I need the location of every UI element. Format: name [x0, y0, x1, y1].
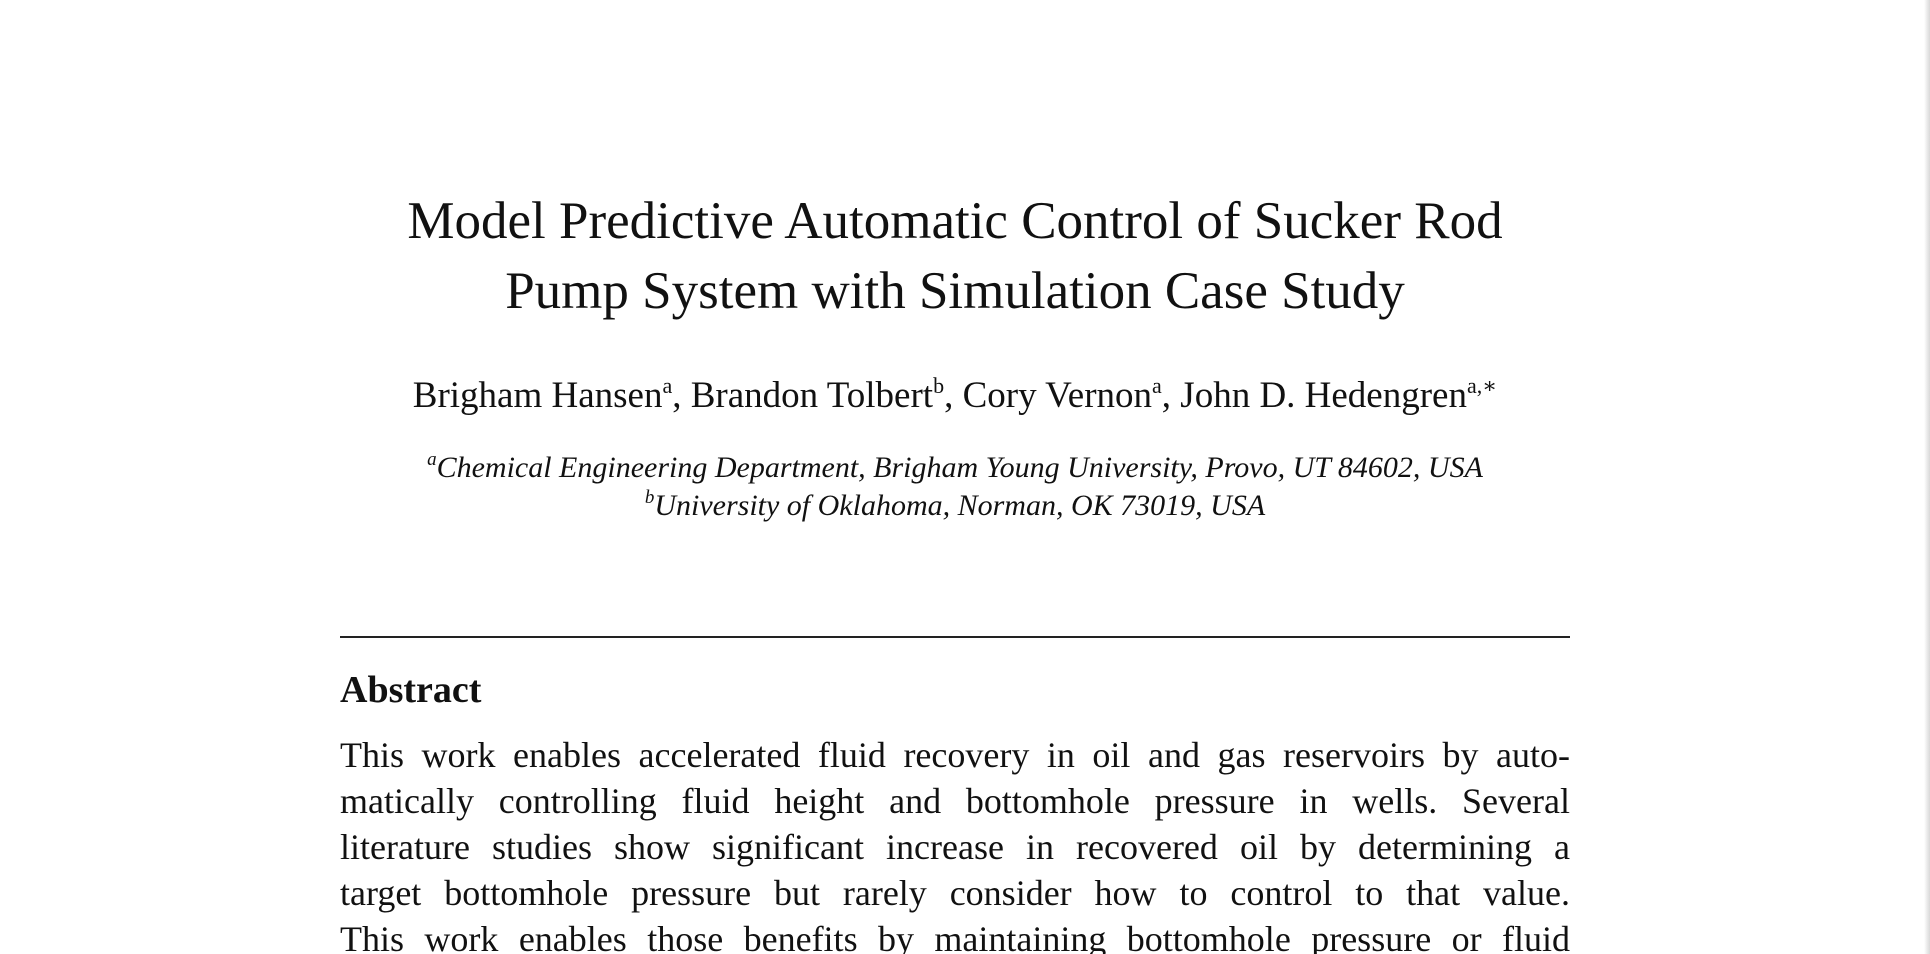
- abstract-heading: Abstract: [340, 669, 482, 711]
- title-line: Model Predictive Automatic Control of Su…: [407, 192, 1503, 250]
- author-affiliation-mark: a: [1152, 373, 1162, 398]
- author-name: John D. Hedengren: [1180, 375, 1467, 416]
- affiliation: aChemical Engineering Department, Brigha…: [340, 449, 1570, 487]
- abstract-body: This work enables accelerated fluid reco…: [340, 732, 1570, 954]
- abstract-line: This work enables accelerated fluid reco…: [340, 735, 1570, 775]
- author-separator: ,: [944, 375, 963, 416]
- author-list: Brigham Hansena, Brandon Tolbertb, Cory …: [340, 372, 1570, 420]
- author-separator: ,: [672, 375, 691, 416]
- abstract-line: This work enables those benefits by main…: [340, 919, 1570, 954]
- abstract-line: matically controlling fluid height and b…: [340, 781, 1570, 821]
- author-affiliation-mark: a: [662, 373, 673, 398]
- author-affiliation-mark: b: [933, 373, 945, 398]
- affiliation-mark: b: [644, 487, 655, 508]
- affiliation: bUniversity of Oklahoma, Norman, OK 7301…: [340, 487, 1570, 525]
- abstract-line: literature studies show significant incr…: [340, 827, 1570, 867]
- author-name: Brandon Tolbert: [690, 375, 934, 416]
- affiliation-text: Chemical Engineering Department, Brigham…: [436, 451, 1483, 484]
- author-name: Brigham Hansen: [412, 375, 663, 416]
- author-affiliation-mark: a,∗: [1466, 373, 1498, 398]
- abstract-line: target bottomhole pressure but rarely co…: [340, 873, 1570, 913]
- author-separator: ,: [1161, 375, 1181, 416]
- horizontal-rule: [340, 636, 1570, 638]
- affiliation-list: aChemical Engineering Department, Brigha…: [340, 449, 1570, 525]
- title-line: Pump System with Simulation Case Study: [505, 262, 1405, 320]
- affiliation-mark: a: [427, 449, 437, 470]
- page-edge-shadow: [1924, 0, 1930, 954]
- paper-title: Model Predictive Automatic Control of Su…: [340, 186, 1570, 326]
- affiliation-text: University of Oklahoma, Norman, OK 73019…: [654, 489, 1266, 522]
- author-name: Cory Vernon: [962, 375, 1153, 416]
